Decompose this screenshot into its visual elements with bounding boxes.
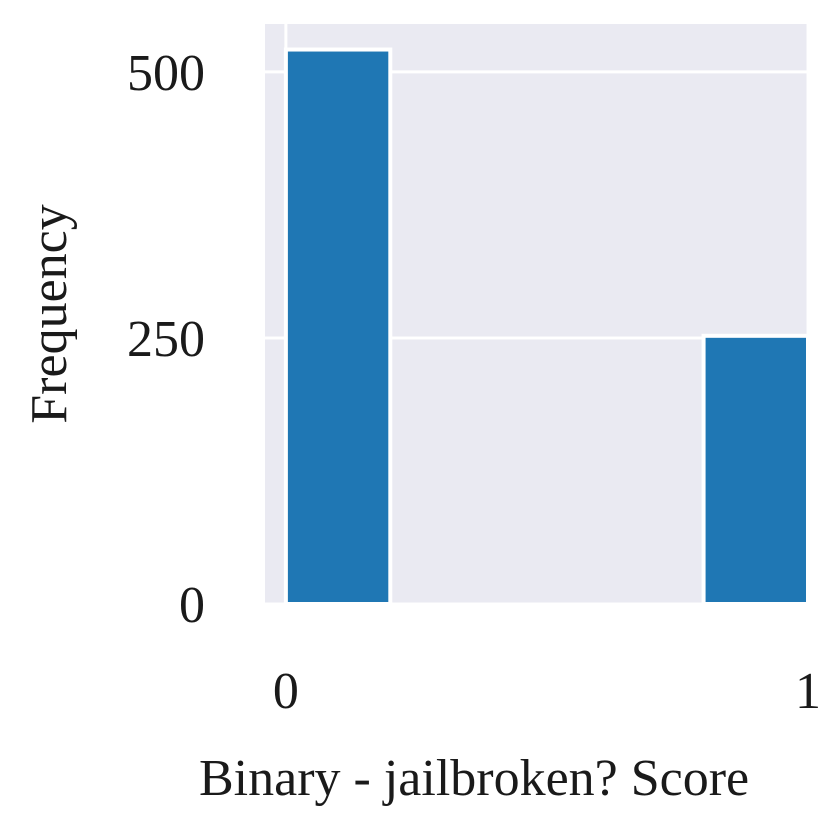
y-tick-label: 500 xyxy=(127,45,205,102)
bars xyxy=(283,47,810,607)
histogram-bar-0 xyxy=(283,47,393,607)
x-tick-label: 1 xyxy=(795,663,821,720)
x-tick-label: 0 xyxy=(273,663,299,720)
y-tick-label: 0 xyxy=(179,577,205,634)
y-axis-title: Frequency xyxy=(21,204,78,423)
histogram-bar-1 xyxy=(701,333,810,606)
y-axis-ticks: 0 250 500 xyxy=(127,45,205,634)
x-axis-title: Binary - jailbroken? Score xyxy=(199,750,749,807)
y-tick-label: 250 xyxy=(127,311,205,368)
